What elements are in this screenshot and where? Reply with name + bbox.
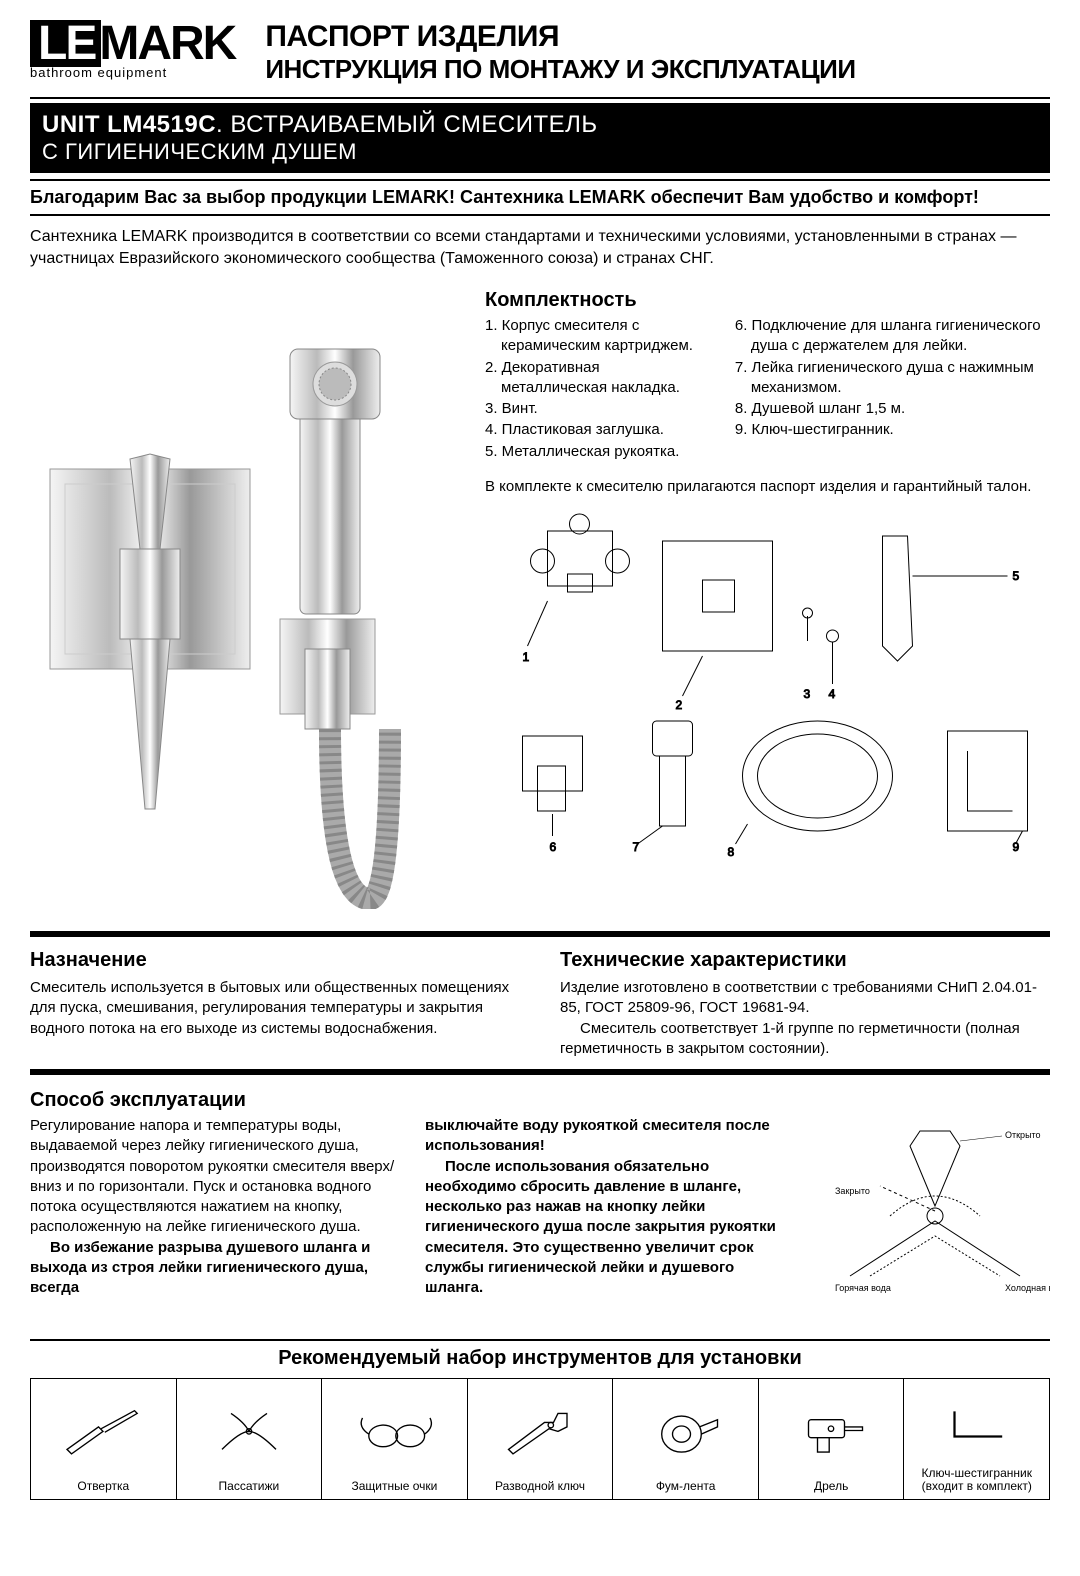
page-title-1: ПАСПОРТ ИЗДЕЛИЯ bbox=[265, 20, 855, 54]
middle-section: Комплектность 1. Корпус смесителя с кера… bbox=[30, 289, 1050, 909]
kit-item: 5. Металлическая рукоятка. bbox=[485, 442, 695, 462]
logo-le: LE bbox=[30, 20, 101, 67]
kit-item: 7. Лейка гигиенического душа с нажимным … bbox=[735, 358, 1050, 399]
kit-item: 4. Пластиковая заглушка. bbox=[485, 420, 695, 440]
tool-label: Ключ-шестигранник (входит в комплект) bbox=[908, 1467, 1045, 1493]
thanks-text: Благодарим Вас за выбор продукции LEMARK… bbox=[30, 179, 1050, 216]
svg-text:2: 2 bbox=[676, 698, 683, 712]
tool-hexkey: Ключ-шестигранник (входит в комплект) bbox=[904, 1379, 1049, 1499]
usage-text: Регулирование напора и температуры воды,… bbox=[30, 1116, 795, 1321]
svg-text:4: 4 bbox=[829, 687, 836, 701]
kit-list-2: 6. Подключение для шланга гигиенического… bbox=[735, 316, 1050, 463]
specs-block: Технические характеристики Изделие изгот… bbox=[560, 947, 1050, 1059]
kit-item: 9. Ключ-шестигранник. bbox=[735, 420, 1050, 440]
usage-p2: Во избежание разрыва душевого шланга и в… bbox=[30, 1239, 370, 1297]
divider bbox=[30, 97, 1050, 99]
kit-list-1: 1. Корпус смесителя с керамическим картр… bbox=[485, 316, 695, 463]
header: LEMARK bathroom equipment ПАСПОРТ ИЗДЕЛИ… bbox=[30, 20, 1050, 85]
usage-heading: Способ эксплуатации bbox=[30, 1089, 1050, 1112]
specs-text-1: Изделие изготовлено в соответствии с тре… bbox=[560, 978, 1050, 1019]
tools-heading: Рекомендуемый набор инструментов для уст… bbox=[30, 1339, 1050, 1378]
tool-label: Отвертка bbox=[77, 1480, 129, 1493]
tools-row: Отвертка Пассатижи Защитные очки Разводн… bbox=[30, 1378, 1050, 1500]
tool-goggles: Защитные очки bbox=[322, 1379, 468, 1499]
svg-text:1: 1 bbox=[523, 650, 530, 664]
usage-p4: После использования обязательно необходи… bbox=[425, 1158, 776, 1297]
tool-label: Защитные очки bbox=[352, 1480, 438, 1493]
purpose-block: Назначение Смеситель используется в быто… bbox=[30, 947, 520, 1059]
product-desc: . ВСТРАИВАЕМЫЙ СМЕСИТЕЛЬ bbox=[216, 111, 598, 138]
usage-section: Регулирование напора и температуры воды,… bbox=[30, 1116, 1050, 1321]
tool-pliers: Пассатижи bbox=[177, 1379, 323, 1499]
product-code: UNIT LM4519C bbox=[42, 111, 216, 138]
parts-diagram: 1 2 3 4 5 6 bbox=[485, 506, 1050, 886]
product-photo bbox=[30, 289, 460, 909]
svg-text:3: 3 bbox=[804, 687, 811, 701]
product-desc-2: С ГИГИЕНИЧЕСКИМ ДУШЕМ bbox=[42, 139, 1038, 165]
kit-item: 6. Подключение для шланга гигиенического… bbox=[735, 316, 1050, 357]
kit-item: 1. Корпус смесителя с керамическим картр… bbox=[485, 316, 695, 357]
purpose-text: Смеситель используется в бытовых или общ… bbox=[30, 978, 520, 1039]
usage-diagram: Открыто Закрыто Горячая вода Холодная во… bbox=[820, 1116, 1050, 1321]
kit-note: В комплекте к смесителю прилагаются пасп… bbox=[485, 477, 1050, 497]
tool-drill: Дрель bbox=[759, 1379, 905, 1499]
svg-text:Горячая вода: Горячая вода bbox=[835, 1283, 891, 1293]
svg-text:Холодная вода: Холодная вода bbox=[1005, 1283, 1050, 1293]
product-bar: UNIT LM4519C. ВСТРАИВАЕМЫЙ СМЕСИТЕЛЬ С Г… bbox=[30, 103, 1050, 173]
svg-text:Открыто: Открыто bbox=[1005, 1130, 1041, 1140]
kit-item: 8. Душевой шланг 1,5 м. bbox=[735, 399, 1050, 419]
tool-screwdriver: Отвертка bbox=[31, 1379, 177, 1499]
svg-text:8: 8 bbox=[728, 845, 735, 859]
intro-text: Сантехника LEMARK производится в соответ… bbox=[30, 226, 1050, 269]
purpose-specs: Назначение Смеситель используется в быто… bbox=[30, 931, 1050, 1075]
kit-heading: Комплектность bbox=[485, 289, 1050, 312]
usage-p1: Регулирование напора и температуры воды,… bbox=[30, 1116, 400, 1238]
logo-mark: MARK bbox=[99, 17, 235, 70]
kit-item: 3. Винт. bbox=[485, 399, 695, 419]
page-title-2: ИНСТРУКЦИЯ ПО МОНТАЖУ И ЭКСПЛУАТАЦИИ bbox=[265, 54, 855, 85]
tool-label: Пассатижи bbox=[219, 1480, 280, 1493]
svg-text:6: 6 bbox=[550, 840, 557, 854]
svg-text:Закрыто: Закрыто bbox=[835, 1186, 870, 1196]
tool-label: Фум-лента bbox=[656, 1480, 716, 1493]
purpose-heading: Назначение bbox=[30, 947, 520, 974]
specs-heading: Технические характеристики bbox=[560, 947, 1050, 974]
kit-column: Комплектность 1. Корпус смесителя с кера… bbox=[485, 289, 1050, 909]
title-block: ПАСПОРТ ИЗДЕЛИЯ ИНСТРУКЦИЯ ПО МОНТАЖУ И … bbox=[265, 20, 855, 85]
tool-label: Разводной ключ bbox=[495, 1480, 585, 1493]
svg-text:7: 7 bbox=[633, 840, 640, 854]
svg-text:5: 5 bbox=[1013, 569, 1020, 583]
usage-p3: выключайте воду рукояткой смесителя посл… bbox=[425, 1117, 770, 1154]
tool-wrench: Разводной ключ bbox=[468, 1379, 614, 1499]
logo: LEMARK bathroom equipment bbox=[30, 20, 235, 80]
kit-item: 2. Декоративная металлическая накладка. bbox=[485, 358, 695, 399]
tool-label: Дрель bbox=[814, 1480, 848, 1493]
specs-text-2: Смеситель соответствует 1-й группе по ге… bbox=[560, 1019, 1050, 1060]
tool-tape: Фум-лента bbox=[613, 1379, 759, 1499]
